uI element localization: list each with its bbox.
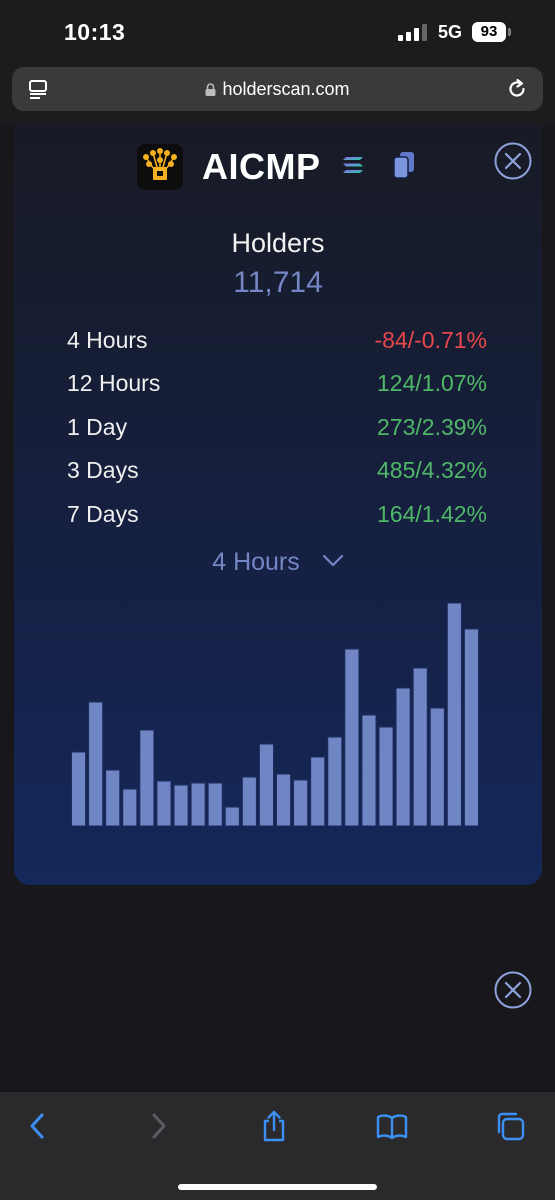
bookmarks-icon[interactable] (376, 1110, 408, 1142)
stat-change: 164/1.42% (377, 501, 487, 527)
copy-icon[interactable] (393, 151, 415, 179)
url-text: holderscan.com (222, 79, 350, 99)
url-field[interactable]: holderscan.com (12, 79, 543, 100)
stat-row-7-days: 7 Days 164/1.42% (67, 501, 487, 531)
tab-overview-icon[interactable] (28, 79, 48, 99)
stat-period: 12 Hours (67, 370, 161, 396)
share-icon[interactable] (258, 1110, 290, 1142)
stat-row-12-hours: 12 Hours 124/1.07% (67, 370, 487, 400)
chart-bar (395, 687, 411, 826)
chart-bar (71, 751, 87, 826)
tabs-icon[interactable] (494, 1110, 526, 1142)
chart-bar (412, 667, 428, 826)
stat-row-1-day: 1 Day 273/2.39% (67, 414, 487, 444)
token-logo (137, 144, 183, 190)
stat-period: 1 Day (67, 414, 128, 440)
chart-bar (258, 743, 274, 826)
chart-bar (156, 780, 172, 826)
stat-period: 4 Hours (67, 327, 148, 353)
address-bar[interactable]: holderscan.com (12, 67, 543, 111)
network-type: 5G (438, 22, 463, 42)
chart-bar (378, 726, 394, 826)
home-indicator (178, 1184, 377, 1190)
chart-bar (122, 788, 138, 826)
chart-bar (207, 782, 223, 826)
chart-bar (190, 782, 206, 826)
chart-bar (293, 779, 309, 826)
holders-bar-chart (71, 602, 480, 826)
stat-row-3-days: 3 Days 485/4.32% (67, 457, 487, 487)
lock-icon (205, 83, 216, 96)
stat-period: 7 Days (67, 501, 139, 527)
period-dropdown-value: 4 Hours (212, 548, 300, 576)
close-icon[interactable] (494, 971, 532, 1009)
browser-toolbar (0, 1092, 555, 1200)
stat-change: 273/2.39% (377, 414, 487, 440)
close-icon[interactable] (494, 142, 532, 180)
chart-bar (88, 701, 104, 826)
forward-icon[interactable] (142, 1110, 174, 1142)
chart-bar (139, 729, 155, 826)
stat-period: 3 Days (67, 457, 139, 483)
period-dropdown[interactable]: 4 Hours (14, 548, 542, 577)
chart-bar (344, 648, 360, 826)
stat-change: 124/1.07% (377, 370, 487, 396)
token-name: AICMP (202, 146, 321, 187)
signal-strength-icon (398, 24, 428, 41)
chart-bar (173, 784, 189, 826)
chevron-down-icon (322, 554, 343, 567)
status-bar: 10:13 5G 93 (0, 0, 555, 62)
holder-stats-card: AICMP Holders 11,714 4 Hours -84/-0.71% (14, 124, 542, 885)
chart-bar (361, 714, 377, 826)
chart-bar (310, 756, 326, 826)
solana-icon (343, 157, 363, 173)
battery-cap (508, 28, 511, 36)
holders-count: 11,714 (233, 266, 323, 299)
chart-bar (429, 707, 445, 826)
chart-bar (327, 736, 343, 826)
chart-bar (446, 602, 462, 826)
chart-bar (463, 628, 480, 826)
chart-bar (276, 773, 292, 826)
stat-change: 485/4.32% (377, 457, 487, 483)
status-time: 10:13 (64, 19, 126, 45)
chart-bar (241, 776, 257, 826)
stat-change: -84/-0.71% (374, 327, 487, 353)
browser-address-area: holderscan.com (0, 62, 555, 124)
stat-row-4-hours: 4 Hours -84/-0.71% (67, 327, 487, 357)
back-icon[interactable] (22, 1110, 54, 1142)
reload-icon[interactable] (505, 77, 529, 101)
chart-bar (105, 769, 121, 826)
holders-label: Holders (231, 228, 325, 258)
battery-level: 93 (472, 22, 506, 42)
chart-bar (224, 806, 240, 826)
